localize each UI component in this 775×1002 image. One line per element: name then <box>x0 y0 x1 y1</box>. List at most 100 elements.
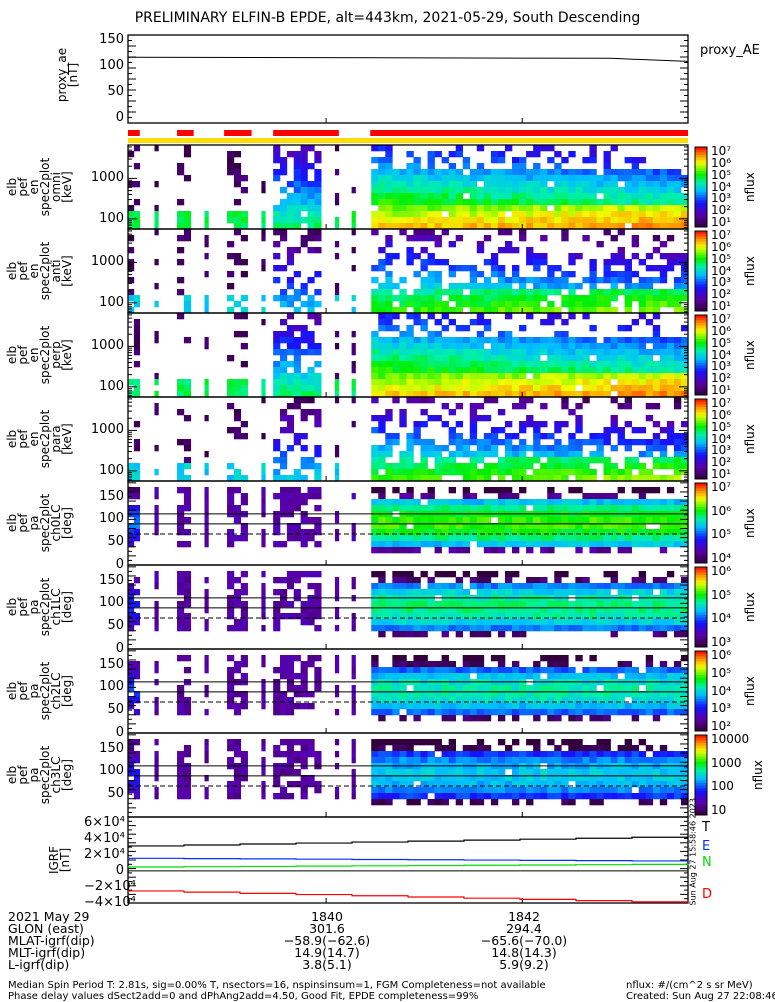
spectrogram-cell <box>632 685 639 691</box>
spectrogram-cell <box>477 715 484 721</box>
spectrogram-cell <box>575 709 582 715</box>
spectrogram-cell <box>449 547 456 553</box>
spectrogram-cell <box>611 199 618 205</box>
spectrogram-cell <box>335 685 339 691</box>
spectrogram-cell <box>533 499 540 505</box>
spectrogram-cell <box>484 373 491 379</box>
spectrogram-cell <box>428 445 435 451</box>
spectrogram-cell <box>512 181 519 187</box>
spectrogram-cell <box>385 241 392 247</box>
spectrogram-cell <box>456 367 463 373</box>
spectrogram-cell <box>618 193 625 199</box>
spectrogram-cell <box>667 421 674 427</box>
spectrogram-cell <box>568 433 575 439</box>
spectrogram-cell <box>294 685 301 691</box>
spectrogram-cell <box>484 445 491 451</box>
spectrogram-cell <box>639 211 646 217</box>
spectrogram-cell <box>463 211 470 217</box>
spectrogram-cell <box>385 667 392 673</box>
spectrogram-cell <box>582 193 589 199</box>
colorbar <box>695 567 707 648</box>
spectrogram-cell <box>385 415 392 421</box>
spectrogram-cell <box>280 349 287 355</box>
spectrogram-cell <box>435 361 442 367</box>
spectrogram-cell <box>435 661 442 667</box>
spectrogram-cell <box>154 181 158 187</box>
spectrogram-cell <box>463 385 470 391</box>
spectrogram-cell <box>413 625 420 631</box>
spectrogram-cell <box>261 487 265 493</box>
spectrogram-cell <box>449 211 456 217</box>
spectrogram-cell <box>307 379 314 385</box>
spectrogram-cell <box>470 439 477 445</box>
spectrogram-cell <box>449 289 456 295</box>
spectrogram-cell <box>681 211 688 217</box>
spectrogram-cell <box>477 271 484 277</box>
spectrogram-cell <box>234 385 241 391</box>
spectrogram-cell <box>449 439 456 445</box>
spectrogram-cell <box>261 505 265 511</box>
spectrogram-cell <box>280 379 287 385</box>
spectrogram-cell <box>406 625 413 631</box>
spectrogram-cell <box>470 367 477 373</box>
spectrogram-cell <box>512 709 519 715</box>
spectrogram-cell <box>470 667 477 673</box>
spectrogram-cell <box>639 277 646 283</box>
spectrogram-cell <box>449 715 456 721</box>
spectrogram-cell <box>371 187 378 193</box>
spectrogram-cell <box>442 793 449 799</box>
spectrogram-cell <box>618 259 625 265</box>
spectrogram-cell <box>301 517 308 523</box>
spectrogram-cell <box>385 769 392 775</box>
spectrogram-cell <box>177 259 184 265</box>
spectrogram-cell <box>287 151 294 157</box>
spectrogram-cell <box>378 715 385 721</box>
spectrogram-cell <box>498 505 505 511</box>
spectrogram-cell <box>632 217 639 223</box>
spectrogram-cell <box>241 421 248 427</box>
spectrogram-cell <box>463 295 470 301</box>
spectrogram-cell <box>674 385 681 391</box>
spectrogram-cell <box>596 769 603 775</box>
spectrogram-cell <box>589 535 596 541</box>
spectrogram-cell <box>582 601 589 607</box>
spectrogram-cell <box>314 463 321 469</box>
spectrogram-cell <box>611 535 618 541</box>
spectrogram-cell <box>352 661 356 667</box>
spectrogram-cell <box>378 667 385 673</box>
spectrogram-cell <box>371 181 378 187</box>
spectrogram-cell <box>134 769 140 775</box>
spectrogram-cell <box>261 229 265 235</box>
spectrogram-cell <box>413 589 420 595</box>
spectrogram-cell <box>596 619 603 625</box>
spectrogram-cell <box>491 337 498 343</box>
spectrogram-cell <box>477 247 484 253</box>
spectrogram-cell <box>674 517 681 523</box>
spectrogram-cell <box>646 289 653 295</box>
spectrogram-cell <box>547 469 554 475</box>
spectrogram-cell <box>477 373 484 379</box>
spectrogram-cell <box>280 205 287 211</box>
spectrogram-cell <box>435 541 442 547</box>
spectrogram-cell <box>596 187 603 193</box>
spectrogram-cell <box>519 667 526 673</box>
spectrogram-cell <box>385 151 392 157</box>
spectrogram-cell <box>307 397 314 403</box>
spectrogram-cell <box>428 499 435 505</box>
spectrogram-cell <box>435 793 442 799</box>
spectrogram-cell <box>477 313 484 319</box>
spectrogram-cell <box>667 187 674 193</box>
spectrogram-cell <box>554 589 561 595</box>
spectrogram-cell <box>519 535 526 541</box>
spectrogram-cell <box>660 703 667 709</box>
spectrogram-cell <box>554 541 561 547</box>
spectrogram-cell <box>294 349 301 355</box>
spectrogram-cell <box>234 181 241 187</box>
spectrogram-cell <box>273 685 280 691</box>
spectrogram-cell <box>392 385 399 391</box>
spectrogram-cell <box>526 583 533 589</box>
spectrogram-cell <box>533 145 540 151</box>
spectrogram-cell <box>227 163 234 169</box>
spectrogram-cell <box>498 331 505 337</box>
spectrogram-cell <box>280 289 287 295</box>
